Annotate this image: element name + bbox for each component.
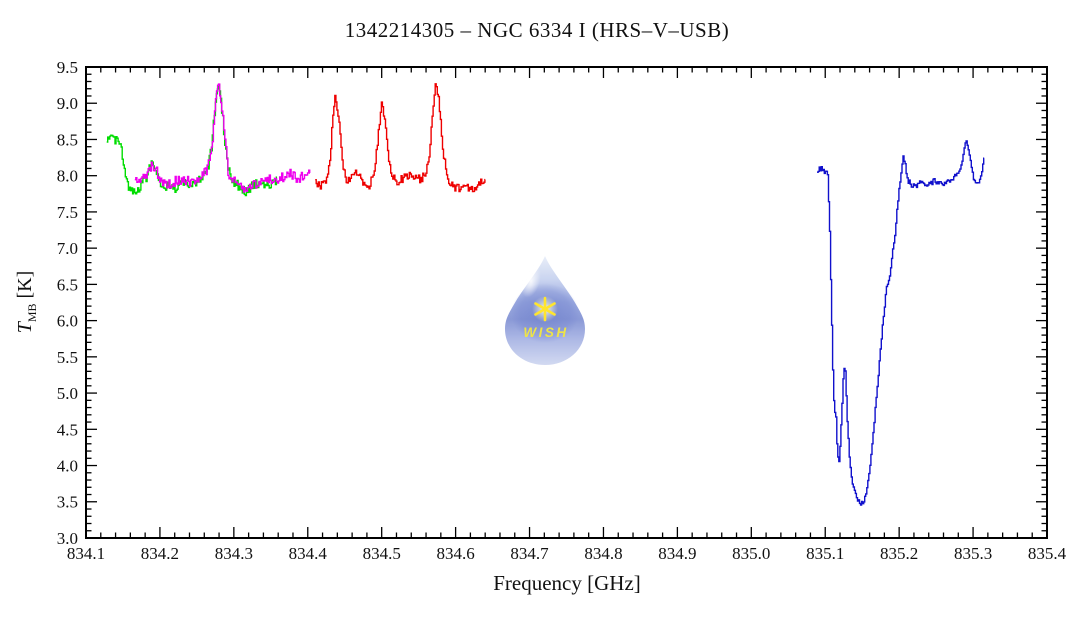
x-tick-label: 835.2 — [880, 544, 918, 563]
y-tick-label: 5.5 — [57, 348, 78, 367]
y-tick-label: 8.0 — [57, 167, 78, 186]
x-tick-label: 834.1 — [67, 544, 105, 563]
x-tick-label: 834.4 — [289, 544, 328, 563]
y-axis-unit: [K] — [14, 270, 36, 304]
x-tick-label: 834.9 — [658, 544, 696, 563]
y-axis-subscript: MB — [25, 303, 39, 323]
x-tick-label: 834.3 — [215, 544, 253, 563]
y-tick-label: 7.5 — [57, 203, 78, 222]
x-tick-label: 835.3 — [954, 544, 992, 563]
x-tick-label: 835.0 — [732, 544, 770, 563]
wish-watermark: WISH — [505, 256, 585, 365]
x-tick-label: 834.6 — [436, 544, 474, 563]
y-axis-symbol: T — [14, 322, 36, 334]
y-tick-label: 3.5 — [57, 493, 78, 512]
wish-text: WISH — [523, 325, 568, 340]
plot-title: 1342214305 – NGC 6334 I (HRS–V–USB) — [344, 18, 730, 42]
y-tick-label: 9.5 — [57, 58, 78, 77]
series-subband-green — [106, 83, 278, 197]
y-tick-label: 3.0 — [57, 529, 78, 548]
y-axis-label: TMB [K] — [14, 271, 40, 334]
x-tick-label: 834.2 — [141, 544, 179, 563]
y-tick-label: 8.5 — [57, 130, 78, 149]
x-tick-label: 834.8 — [584, 544, 622, 563]
spectrum-traces — [106, 83, 985, 506]
plot-border — [85, 66, 1048, 539]
y-tick-label: 6.5 — [57, 275, 78, 294]
plot-frame — [85, 66, 1048, 539]
x-tick-label: 835.4 — [1028, 544, 1067, 563]
y-tick-label: 4.5 — [57, 420, 78, 439]
y-tick-label: 9.0 — [57, 94, 78, 113]
x-tick-label: 834.7 — [510, 544, 549, 563]
y-tick-label: 5.0 — [57, 384, 78, 403]
drop-highlight — [521, 264, 541, 298]
y-tick-label: 4.0 — [57, 456, 78, 475]
series-subband-blue — [817, 140, 985, 506]
x-tick-label: 834.5 — [363, 544, 401, 563]
series-subband-red — [315, 83, 486, 193]
axis-ticks — [85, 66, 1048, 539]
series-subband-magenta — [134, 83, 311, 193]
wish-star-icon — [534, 296, 556, 322]
x-axis-label: Frequency [GHz] — [493, 571, 641, 595]
axis-tick-labels: 834.1 834.2 834.3 834.4 834.5 834.6 834.7 834.8… — [57, 58, 1067, 563]
x-tick-label: 835.1 — [806, 544, 844, 563]
y-tick-label: 7.0 — [57, 239, 78, 258]
y-tick-label: 6.0 — [57, 312, 78, 331]
